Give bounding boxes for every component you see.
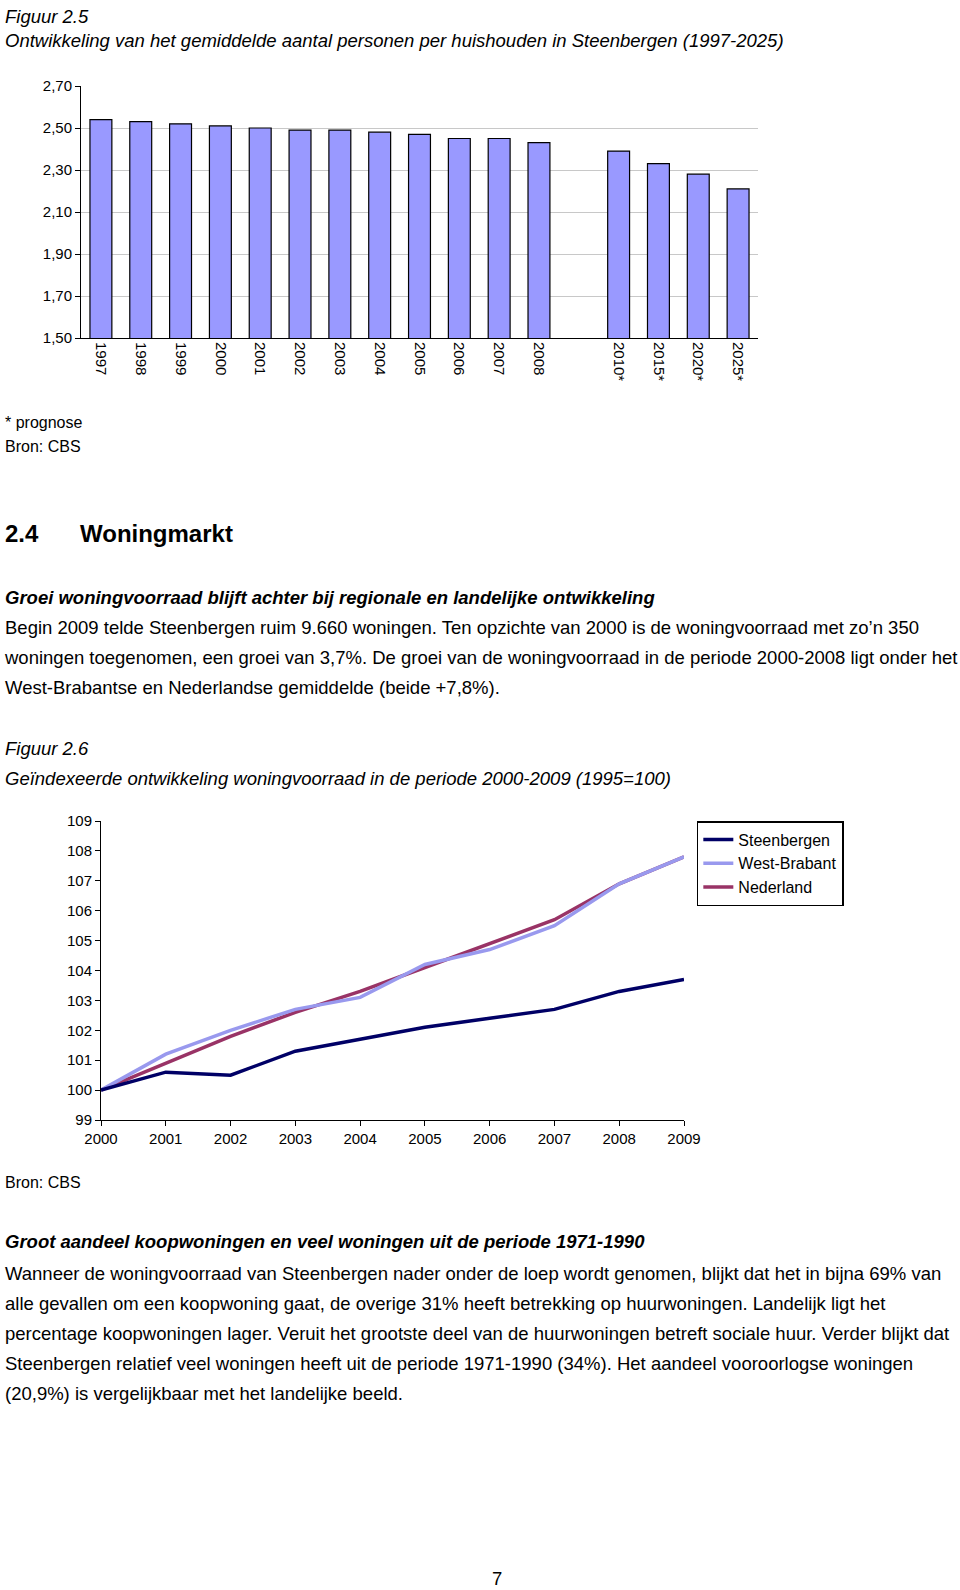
html-text:Begin 2009 telde Steenbergen r: Begin 2009 telde Steenbergen ruim 9.660 …	[5, 617, 958, 698]
html-text:Groot aandeel koopwoningen en: Groot aandeel koopwoningen en veel wonin…	[5, 1231, 645, 1252]
html-text:Bron: CBS: Bron: CBS	[5, 438, 81, 455]
svg-text:2,70: 2,70	[43, 77, 72, 94]
svg-text:2001: 2001	[252, 342, 269, 375]
html-text:Ontwikkeling van het gemiddeld: Ontwikkeling van het gemiddelde aantal p…	[5, 30, 784, 51]
svg-text:108: 108	[67, 842, 92, 859]
svg-text:107: 107	[67, 872, 92, 889]
svg-text:1999: 1999	[173, 342, 190, 375]
svg-text:Nederland: Nederland	[738, 879, 812, 896]
svg-text:2,50: 2,50	[43, 119, 72, 136]
svg-text:2001: 2001	[149, 1130, 182, 1147]
svg-text:2015*: 2015*	[651, 342, 668, 381]
svg-text:1,50: 1,50	[43, 329, 72, 346]
html-text:Wanneer de woningvoorraad van: Wanneer de woningvoorraad van Steenberge…	[5, 1263, 950, 1404]
svg-text:103: 103	[67, 992, 92, 1009]
svg-text:2006: 2006	[473, 1130, 506, 1147]
svg-text:99: 99	[75, 1111, 92, 1128]
svg-text:2005: 2005	[412, 342, 429, 375]
svg-text:2000: 2000	[213, 342, 230, 375]
svg-text:101: 101	[67, 1051, 92, 1068]
svg-text:2,30: 2,30	[43, 161, 72, 178]
svg-text:1,70: 1,70	[43, 287, 72, 304]
svg-text:2025*: 2025*	[730, 342, 747, 381]
svg-text:2004: 2004	[343, 1130, 376, 1147]
html-text:Figuur 2.6: Figuur 2.6	[5, 738, 89, 759]
html-text:* prognose: * prognose	[5, 414, 83, 431]
svg-text:Steenbergen: Steenbergen	[738, 832, 830, 849]
svg-text:2007: 2007	[538, 1130, 571, 1147]
html-text:Woningmarkt: Woningmarkt	[80, 520, 233, 547]
svg-text:2010*: 2010*	[611, 342, 628, 381]
html-text:Groei woningvoorraad blijft ac: Groei woningvoorraad blijft achter bij r…	[5, 587, 655, 608]
html-text:Figuur 2.5: Figuur 2.5	[5, 6, 89, 27]
html-text:Bron: CBS: Bron: CBS	[5, 1174, 81, 1191]
svg-text:2004: 2004	[372, 342, 389, 375]
svg-text:1,90: 1,90	[43, 245, 72, 262]
svg-text:2005: 2005	[408, 1130, 441, 1147]
svg-text:2009: 2009	[667, 1130, 700, 1147]
html-text:2.4: 2.4	[5, 520, 39, 547]
html-text:Geïndexeerde ontwikkeling woni: Geïndexeerde ontwikkeling woningvoorraad…	[5, 768, 671, 789]
svg-text:104: 104	[67, 962, 92, 979]
svg-text:2008: 2008	[603, 1130, 636, 1147]
svg-text:2002: 2002	[292, 342, 309, 375]
svg-text:105: 105	[67, 932, 92, 949]
svg-text:2007: 2007	[491, 342, 508, 375]
svg-text:102: 102	[67, 1022, 92, 1039]
svg-text:106: 106	[67, 902, 92, 919]
svg-text:109: 109	[67, 812, 92, 829]
svg-text:2003: 2003	[332, 342, 349, 375]
svg-text:2006: 2006	[451, 342, 468, 375]
svg-text:1997: 1997	[93, 342, 110, 375]
svg-text:2003: 2003	[279, 1130, 312, 1147]
html-text:7: 7	[492, 1568, 503, 1589]
svg-text:2008: 2008	[531, 342, 548, 375]
svg-text:West-Brabant: West-Brabant	[738, 855, 836, 872]
svg-text:100: 100	[67, 1081, 92, 1098]
svg-text:1998: 1998	[133, 342, 150, 375]
svg-text:2002: 2002	[214, 1130, 247, 1147]
svg-text:2,10: 2,10	[43, 203, 72, 220]
svg-text:2000: 2000	[84, 1130, 117, 1147]
svg-text:2020*: 2020*	[690, 342, 707, 381]
